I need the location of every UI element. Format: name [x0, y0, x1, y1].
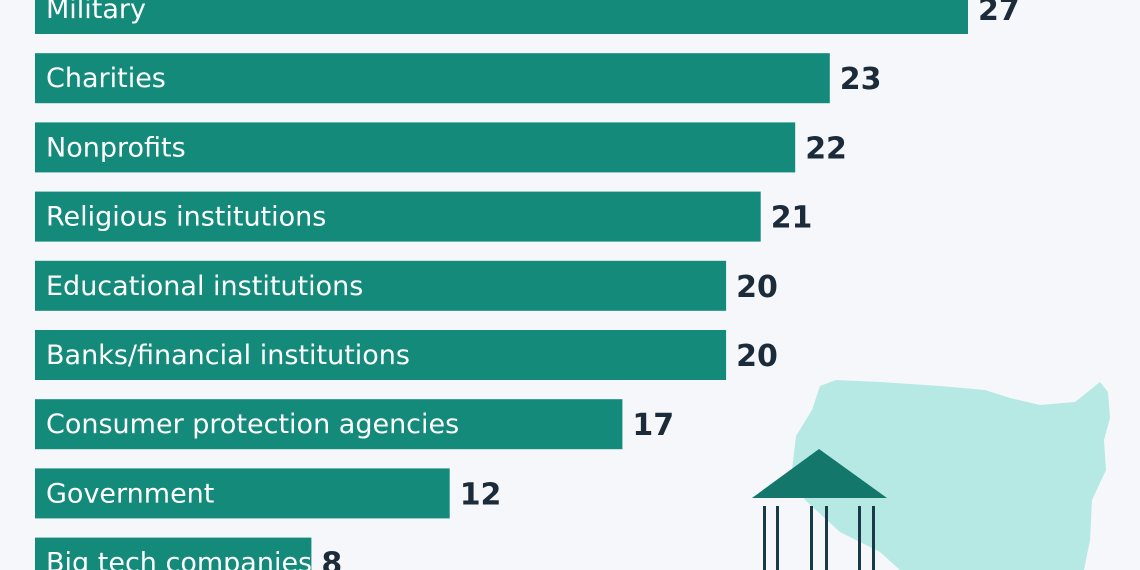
building-column	[763, 506, 766, 570]
bar-label: Nonprofits	[46, 132, 186, 163]
bar	[35, 191, 761, 242]
bar-label: Military	[46, 0, 146, 25]
building-column	[858, 506, 861, 570]
building-column	[872, 506, 875, 570]
bar-label: Big tech companies	[46, 548, 312, 570]
building-roof	[752, 449, 887, 498]
value-label: 22	[805, 131, 847, 166]
bar	[35, 537, 312, 570]
building-column	[810, 506, 813, 570]
building-column	[776, 506, 779, 570]
bar-label: Educational institutions	[46, 271, 363, 302]
bar-label: Consumer protection agencies	[46, 409, 459, 440]
bar	[35, 399, 623, 450]
value-label: 20	[736, 339, 778, 374]
bar-label: Charities	[46, 63, 166, 94]
bar	[35, 468, 450, 519]
bar-label: Religious institutions	[46, 202, 326, 233]
value-label: 12	[460, 477, 502, 512]
bars-group: Military 27 Charities 23 Nonprofits 22 Religio…	[35, 0, 1020, 570]
government-building-icon	[752, 449, 887, 570]
bar	[35, 330, 727, 380]
value-label: 8	[321, 547, 342, 570]
value-label: 17	[632, 408, 674, 443]
value-label: 20	[736, 270, 778, 305]
bar-label: Government	[46, 478, 214, 509]
us-map-icon	[792, 380, 1110, 570]
bar	[35, 0, 968, 34]
bar	[35, 53, 830, 104]
building-column	[825, 506, 828, 570]
bar	[35, 260, 727, 311]
value-label: 21	[771, 201, 813, 236]
value-label: 27	[978, 0, 1020, 28]
value-label: 23	[840, 62, 882, 97]
bar-label: Banks/financial institutions	[46, 340, 410, 371]
bar	[35, 122, 796, 173]
